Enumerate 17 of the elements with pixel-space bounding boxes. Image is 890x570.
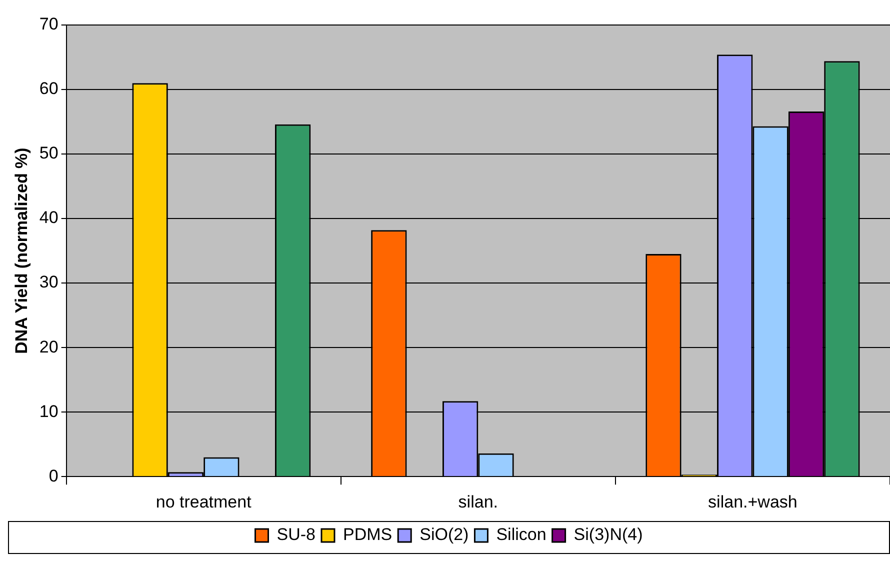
y-tick-label: 70 xyxy=(39,14,58,34)
y-tick-label: 0 xyxy=(48,466,58,486)
legend-label: Si(3)N(4) xyxy=(574,525,643,544)
y-tick-label: 40 xyxy=(39,208,58,228)
legend-label: Silicon xyxy=(496,525,546,544)
y-tick-label: 60 xyxy=(39,79,58,98)
legend-label: SU-8 xyxy=(276,525,316,544)
x-tick-label: no treatment xyxy=(156,492,252,512)
y-tick-label: 30 xyxy=(39,272,58,292)
y-tick-label: 20 xyxy=(39,337,58,356)
legend-label: PDMS xyxy=(342,525,392,544)
y-tick-label: 50 xyxy=(39,144,58,163)
x-tick-label: silan. xyxy=(458,492,498,512)
y-tick-label: 10 xyxy=(39,402,58,421)
y-axis-title: DNA Yield (normalized %) xyxy=(12,148,31,354)
x-tick-label: silan.+wash xyxy=(708,492,798,512)
legend-label: SiO(2) xyxy=(420,525,469,544)
